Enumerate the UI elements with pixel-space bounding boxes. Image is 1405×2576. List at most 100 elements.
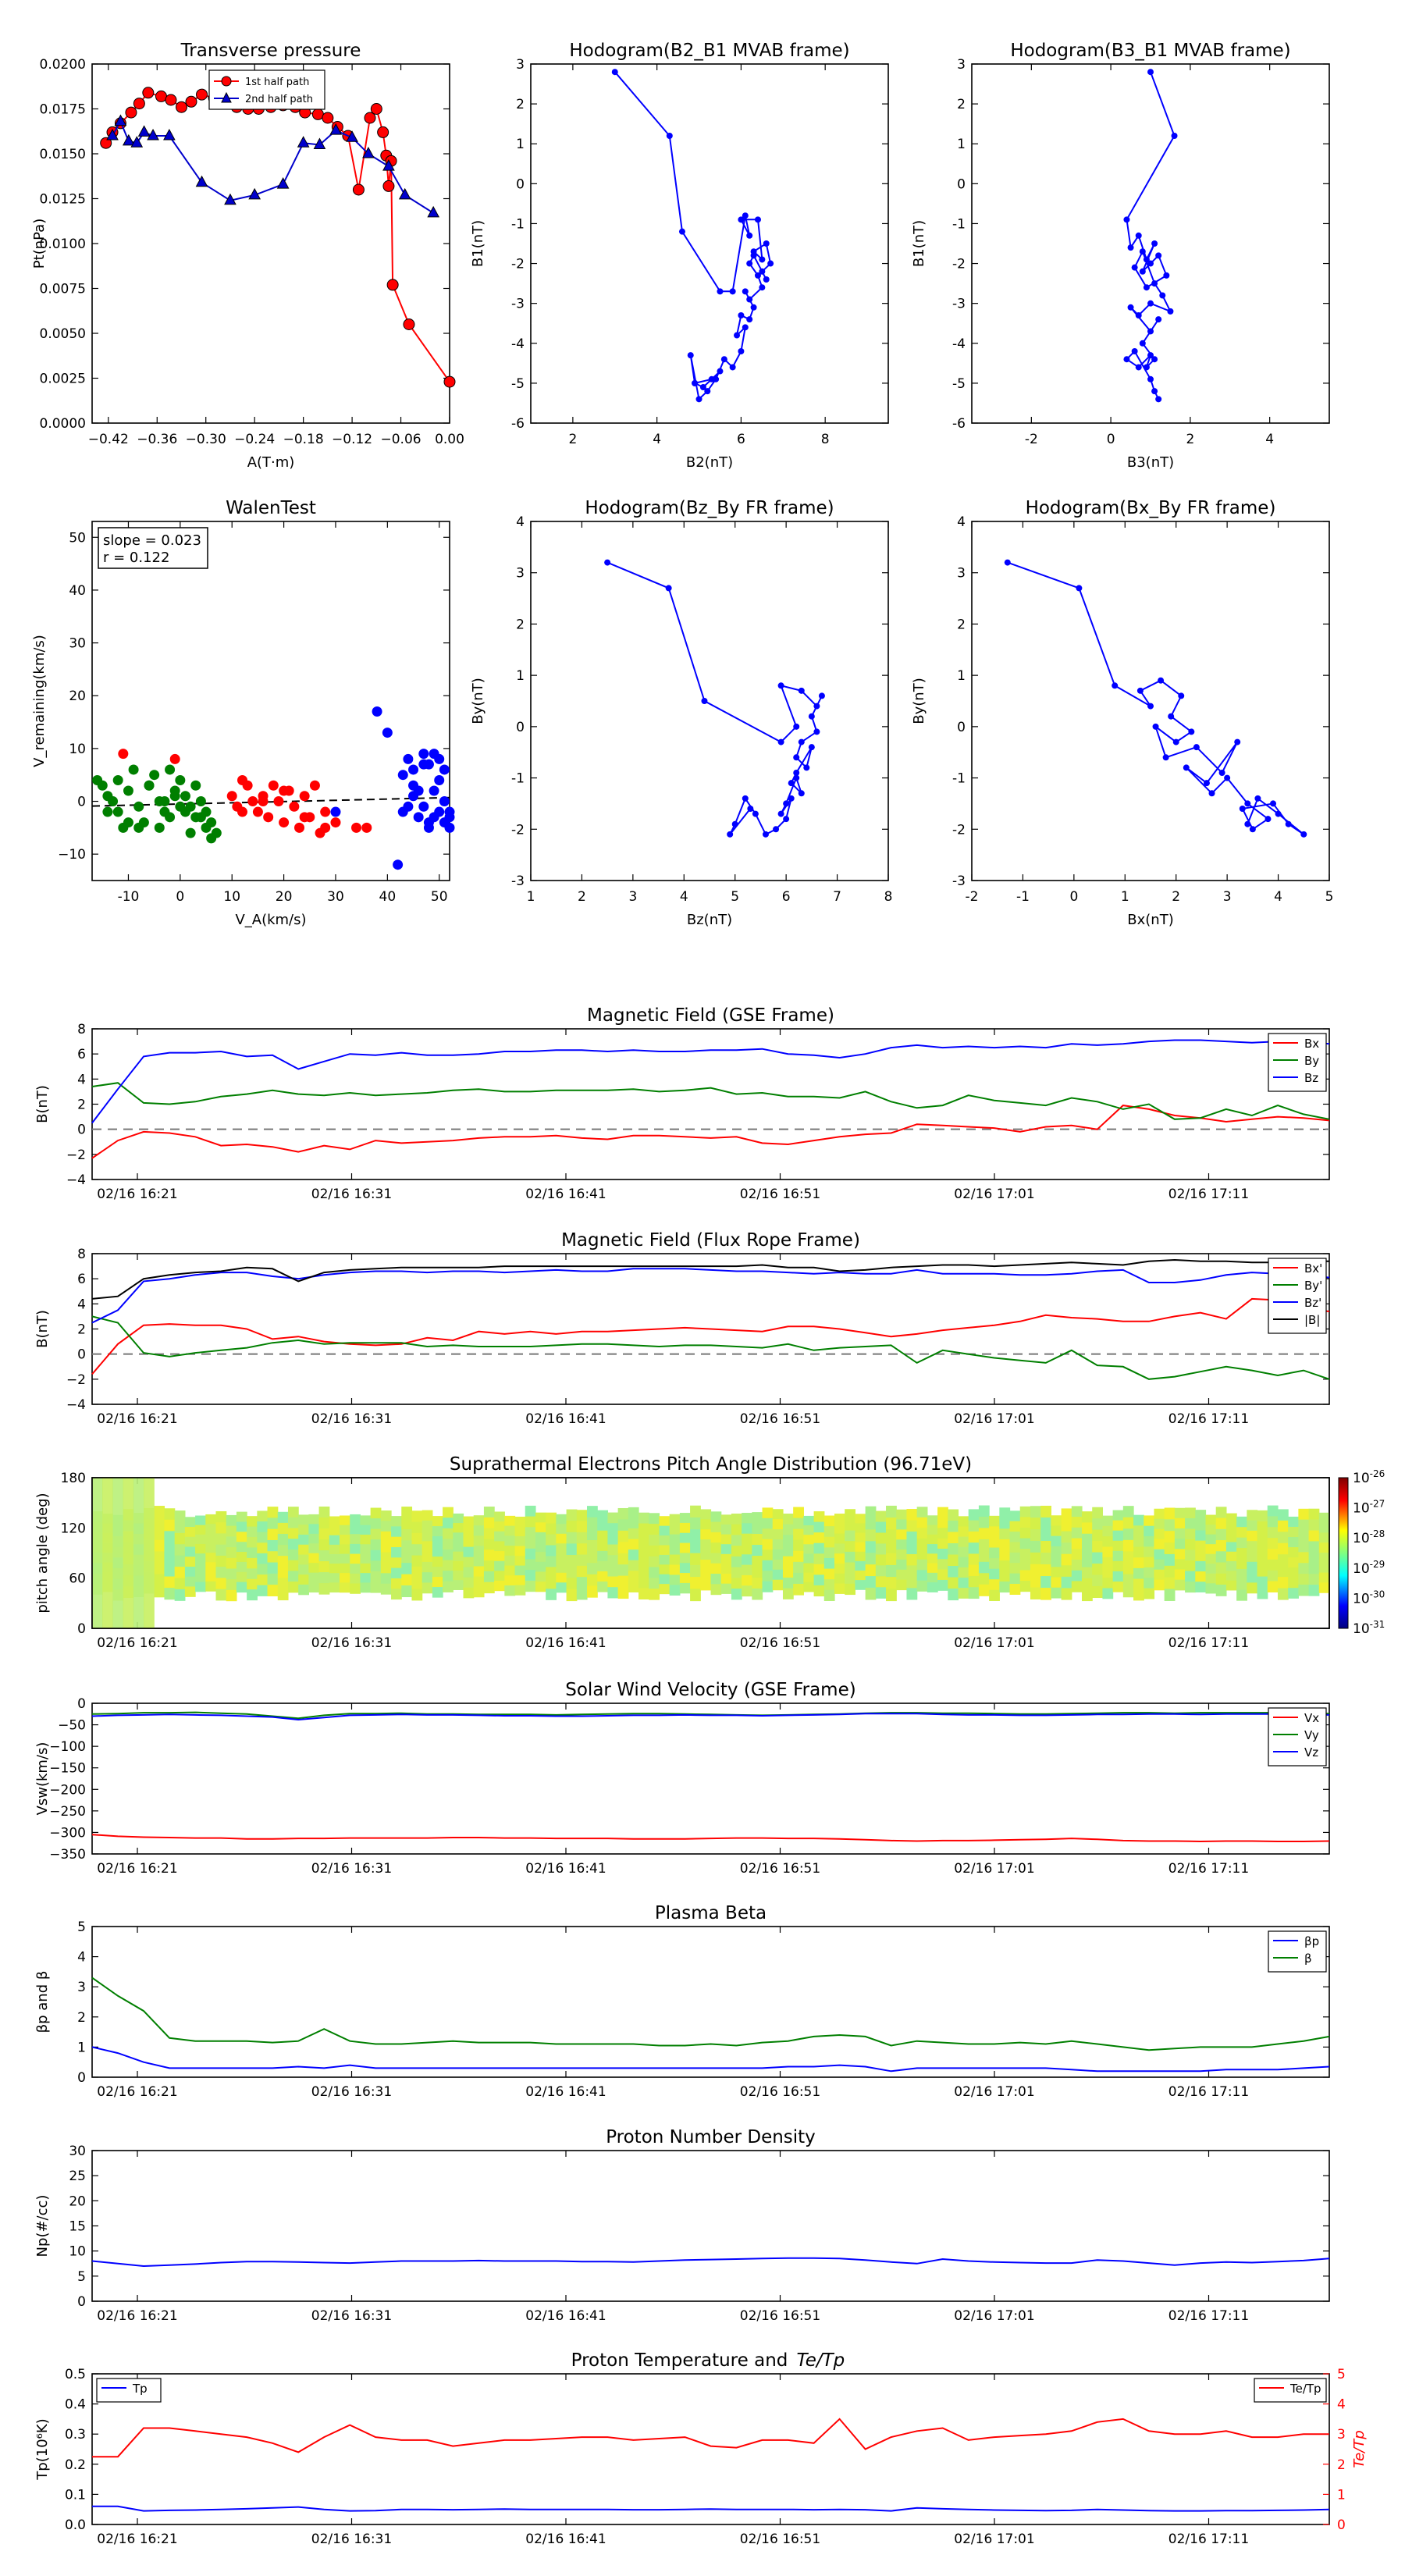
y-tick-label: -2 bbox=[511, 822, 525, 838]
pad-cell bbox=[174, 1578, 186, 1590]
pad-cell bbox=[865, 1529, 877, 1542]
pad-cell bbox=[948, 1543, 959, 1556]
x-tick-label: 02/16 17:01 bbox=[954, 2532, 1034, 2547]
pad-cell bbox=[184, 1536, 196, 1548]
pad-cell bbox=[298, 1584, 309, 1596]
pad-cell bbox=[834, 1523, 845, 1535]
hodogram-point bbox=[1127, 244, 1134, 251]
pad-cell bbox=[958, 1536, 969, 1548]
y-tick-label: 4 bbox=[516, 514, 525, 530]
pad-cell bbox=[236, 1542, 247, 1553]
pad-cell bbox=[164, 1576, 176, 1589]
hodogram-point bbox=[793, 754, 800, 761]
y-tick-label: 0.0100 bbox=[40, 237, 86, 252]
pad-cell bbox=[1318, 1532, 1330, 1543]
pad-cell bbox=[906, 1588, 918, 1600]
pad-cell bbox=[205, 1533, 217, 1544]
y-tick-label: −4 bbox=[66, 1172, 86, 1188]
data-point bbox=[276, 177, 290, 189]
pad-cell bbox=[205, 1581, 217, 1592]
y-tick-label: 1 bbox=[516, 668, 525, 684]
pad-cell bbox=[628, 1507, 639, 1519]
pad-cell bbox=[360, 1563, 372, 1574]
pad-cell bbox=[174, 1555, 186, 1567]
pad-cell bbox=[267, 1562, 279, 1574]
pad-cell bbox=[958, 1516, 969, 1528]
pad-cell bbox=[813, 1564, 825, 1575]
axes-pad: Suprathermal Electrons Pitch Angle Distr… bbox=[34, 1454, 1385, 1651]
pad-cell bbox=[1225, 1571, 1237, 1582]
pad-cell bbox=[215, 1589, 227, 1601]
pad-cell bbox=[1205, 1534, 1217, 1545]
pad-cell bbox=[370, 1539, 382, 1551]
pad-cell bbox=[546, 1545, 557, 1557]
pad-cell bbox=[1092, 1564, 1104, 1576]
hodogram-point bbox=[708, 375, 715, 382]
pad-cell bbox=[1051, 1587, 1062, 1599]
hodogram-point bbox=[1147, 260, 1154, 267]
pad-cell bbox=[1122, 1506, 1134, 1518]
y-tick-label: 30 bbox=[69, 2144, 86, 2159]
walen-point bbox=[320, 806, 331, 817]
y-tick-label: -6 bbox=[511, 416, 525, 432]
pad-cell bbox=[638, 1566, 649, 1578]
pad-cell bbox=[865, 1576, 877, 1589]
pad-cell bbox=[927, 1534, 938, 1545]
pad-cell bbox=[1019, 1527, 1031, 1539]
pad-cell bbox=[195, 1553, 206, 1564]
pad-cell bbox=[1009, 1573, 1021, 1585]
pad-cell bbox=[1030, 1540, 1041, 1553]
y-tick-label: -2 bbox=[952, 257, 966, 272]
y-tick-label: -4 bbox=[952, 336, 966, 352]
pad-cell bbox=[1051, 1546, 1062, 1557]
hodogram-point bbox=[1112, 682, 1119, 689]
walen-point bbox=[165, 764, 176, 775]
pad-cell bbox=[535, 1522, 546, 1533]
pad-cell bbox=[1288, 1557, 1299, 1568]
pad-cell bbox=[617, 1507, 629, 1521]
hodogram-point bbox=[695, 396, 702, 403]
pad-cell bbox=[370, 1507, 382, 1519]
pad-cell bbox=[318, 1506, 330, 1518]
pad-cell bbox=[411, 1544, 423, 1557]
hodogram-point bbox=[678, 228, 685, 235]
pad-cell bbox=[906, 1576, 918, 1589]
pad-cell bbox=[649, 1567, 660, 1578]
walen-point bbox=[169, 753, 180, 764]
walen-point bbox=[97, 780, 108, 791]
hodogram-point bbox=[1151, 388, 1158, 395]
x-tick-label: 1 bbox=[1121, 889, 1129, 905]
walen-point bbox=[175, 774, 186, 785]
pad-cell bbox=[937, 1559, 948, 1571]
pad-cell bbox=[865, 1517, 877, 1531]
hodogram-point bbox=[1193, 744, 1200, 751]
legend-label: 1st half path bbox=[245, 76, 309, 88]
pad-cell bbox=[1009, 1584, 1021, 1595]
pad-cell bbox=[1019, 1506, 1031, 1517]
x-tick-label: −0.30 bbox=[186, 432, 226, 447]
hodogram-point bbox=[746, 316, 753, 323]
x-tick-label: 02/16 17:01 bbox=[954, 1635, 1034, 1651]
pad-cell bbox=[391, 1516, 402, 1527]
pad-cell bbox=[700, 1539, 712, 1550]
pad-cell bbox=[886, 1577, 897, 1589]
pad-cell bbox=[989, 1536, 1000, 1549]
pad-cell bbox=[1174, 1569, 1186, 1581]
pad-cell bbox=[453, 1523, 464, 1533]
pad-cell bbox=[1082, 1511, 1093, 1524]
pad-cell bbox=[1019, 1517, 1031, 1528]
pad-cell bbox=[1318, 1552, 1330, 1564]
pad-cell bbox=[1071, 1570, 1083, 1582]
pad-cell bbox=[226, 1525, 237, 1537]
pad-cell bbox=[1082, 1589, 1093, 1602]
y-tick-label: 0 bbox=[77, 1347, 86, 1363]
pad-cell bbox=[1215, 1584, 1227, 1596]
pad-cell bbox=[896, 1539, 908, 1550]
pad-cell bbox=[576, 1554, 588, 1567]
pad-cell bbox=[649, 1513, 660, 1525]
y-tick-label: -1 bbox=[952, 216, 966, 232]
pad-cell bbox=[360, 1582, 372, 1593]
walen-point bbox=[102, 791, 113, 802]
axes-tp: Proton Temperature and 02/16 16:21 02/16 1… bbox=[34, 2350, 1368, 2547]
pad-cell bbox=[174, 1532, 186, 1545]
